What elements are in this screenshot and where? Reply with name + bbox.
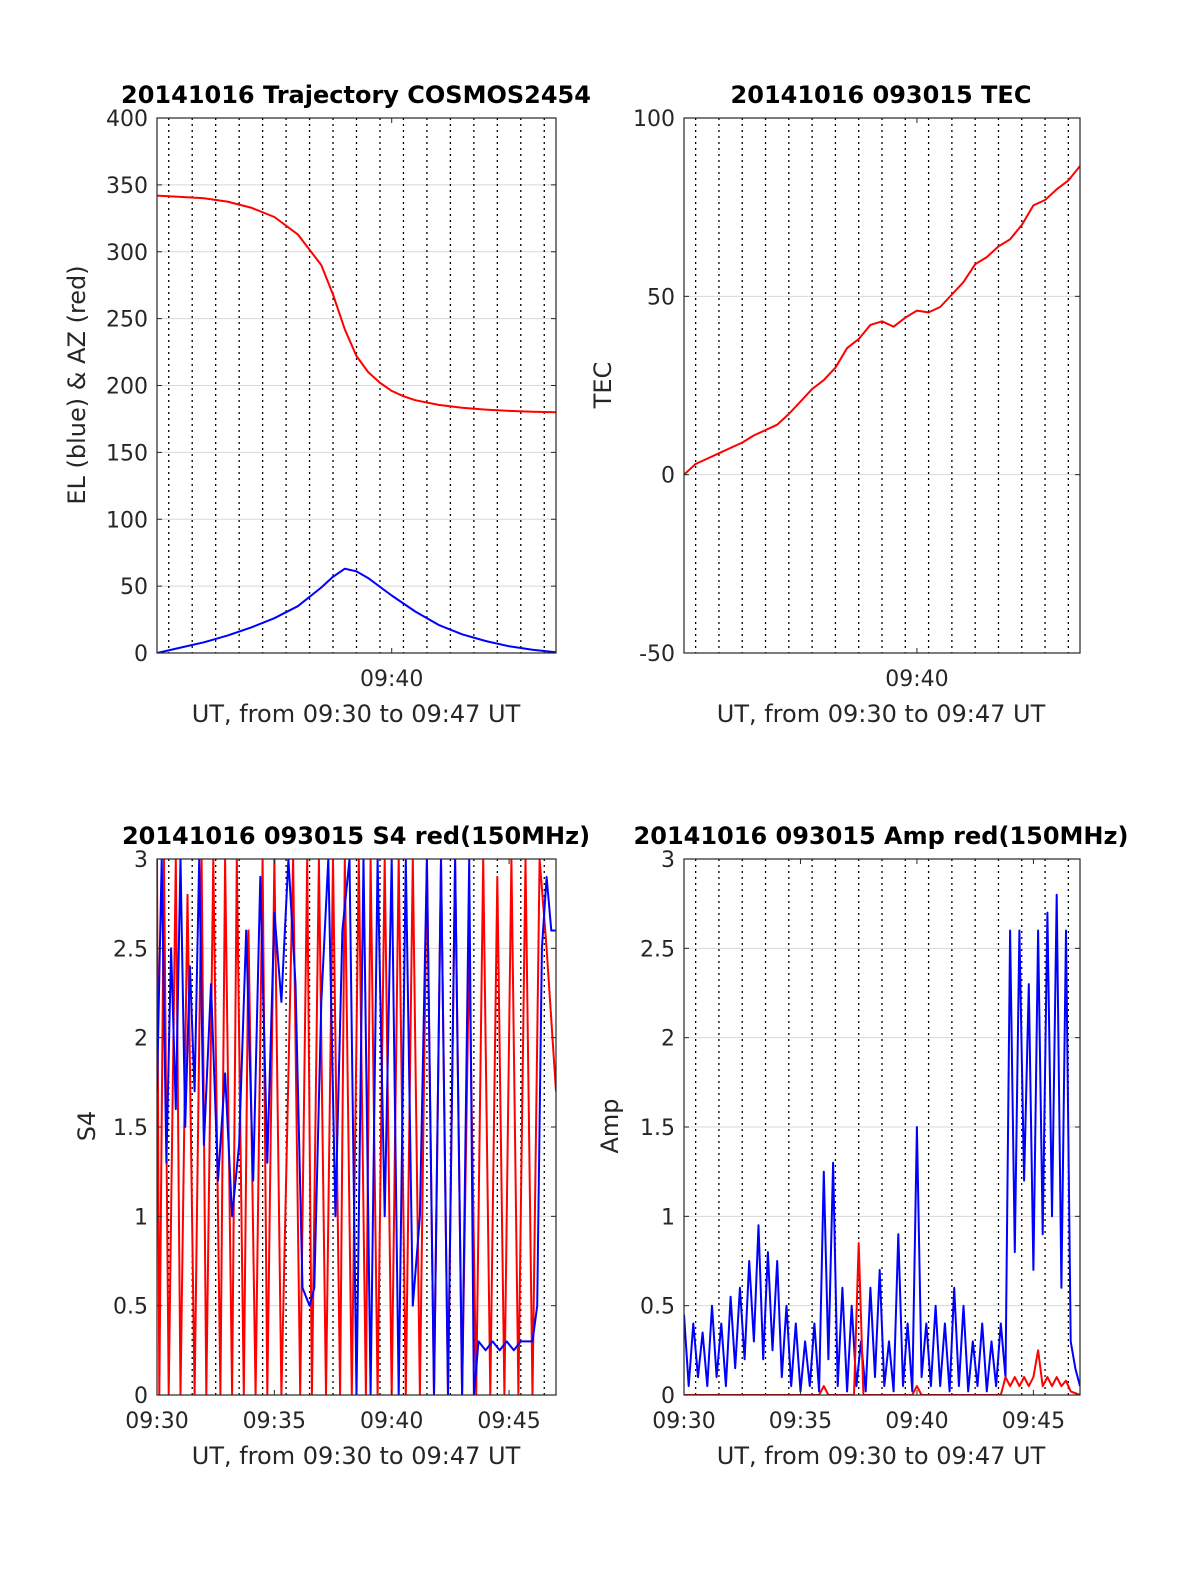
chart-panel-tec: 20141016 093015 TEC UT, from 09:30 to 09…: [589, 81, 1081, 728]
y-tick-label: 3: [661, 848, 675, 873]
x-tick-label: 09:45: [1002, 1409, 1065, 1434]
chart-title: 20141016 093015 Amp red(150MHz): [634, 822, 1129, 850]
y-tick-label: 50: [120, 575, 148, 600]
y-tick-label: 100: [633, 107, 675, 132]
x-axis-label: UT, from 09:30 to 09:47 UT: [717, 1442, 1046, 1470]
y-tick-label: 100: [106, 508, 148, 533]
series-line-blue: [157, 567, 556, 653]
y-tick-label: 2.5: [113, 937, 148, 962]
y-tick-label: 1.5: [640, 1116, 675, 1141]
y-tick-label: 0: [134, 1384, 148, 1409]
y-tick-label: 350: [106, 174, 148, 199]
x-axis-label: UT, from 09:30 to 09:47 UT: [717, 700, 1046, 728]
chart-panel-s4: 20141016 093015 S4 red(150MHz) UT, from …: [73, 822, 590, 1470]
x-tick-label: 09:30: [125, 1409, 188, 1434]
x-tick-label: 09:35: [243, 1409, 306, 1434]
y-tick-label: 2: [134, 1027, 148, 1052]
series-line-red: [684, 165, 1080, 476]
chart-title: 20141016 Trajectory COSMOS2454: [121, 81, 591, 109]
y-tick-label: 150: [106, 441, 148, 466]
y-tick-label: 0.5: [640, 1295, 675, 1320]
y-tick-label: 0: [134, 642, 148, 667]
x-tick-label: 09:35: [769, 1409, 832, 1434]
y-tick-label: 0.5: [113, 1295, 148, 1320]
y-tick-label: 400: [106, 107, 148, 132]
y-tick-label: 0: [661, 1384, 675, 1409]
chart-title: 20141016 093015 S4 red(150MHz): [122, 822, 590, 850]
series-line-blue: [684, 893, 1080, 1393]
y-tick-label: 0: [661, 464, 675, 489]
y-tick-label: 2.5: [640, 937, 675, 962]
y-tick-label: -50: [639, 642, 675, 667]
x-tick-label: 09:30: [652, 1409, 715, 1434]
x-axis-label: UT, from 09:30 to 09:47 UT: [192, 700, 521, 728]
y-axis-label: S4: [73, 1111, 101, 1142]
y-tick-label: 3: [134, 848, 148, 873]
plot-frame: [683, 117, 1081, 654]
y-tick-label: 300: [106, 241, 148, 266]
chart-panel-amp: 20141016 093015 Amp red(150MHz) UT, from…: [596, 822, 1128, 1470]
y-tick-label: 200: [106, 375, 148, 400]
series-line-red: [684, 1242, 1080, 1395]
x-tick-label: 09:40: [885, 1409, 948, 1434]
y-tick-label: 1: [661, 1205, 675, 1230]
y-axis-label: EL (blue) & AZ (red): [63, 265, 91, 504]
y-tick-label: 1: [134, 1205, 148, 1230]
y-tick-label: 1.5: [113, 1116, 148, 1141]
x-axis-label: UT, from 09:30 to 09:47 UT: [192, 1442, 521, 1470]
y-tick-label: 250: [106, 308, 148, 333]
x-tick-label: 09:40: [360, 1409, 423, 1434]
chart-panel-trajectory: 20141016 Trajectory COSMOS2454 UT, from …: [63, 81, 591, 728]
x-tick-label: 09:45: [477, 1409, 540, 1434]
x-tick-label: 09:40: [885, 667, 948, 692]
series-line-blue: [157, 859, 556, 1395]
y-tick-label: 50: [647, 285, 675, 310]
y-axis-label: Amp: [596, 1098, 624, 1153]
y-tick-label: 2: [661, 1027, 675, 1052]
x-tick-label: 09:40: [360, 667, 423, 692]
y-axis-label: TEC: [589, 362, 617, 410]
chart-title: 20141016 093015 TEC: [731, 81, 1032, 109]
series-line-red: [157, 859, 556, 1395]
series-line-red: [157, 194, 556, 414]
